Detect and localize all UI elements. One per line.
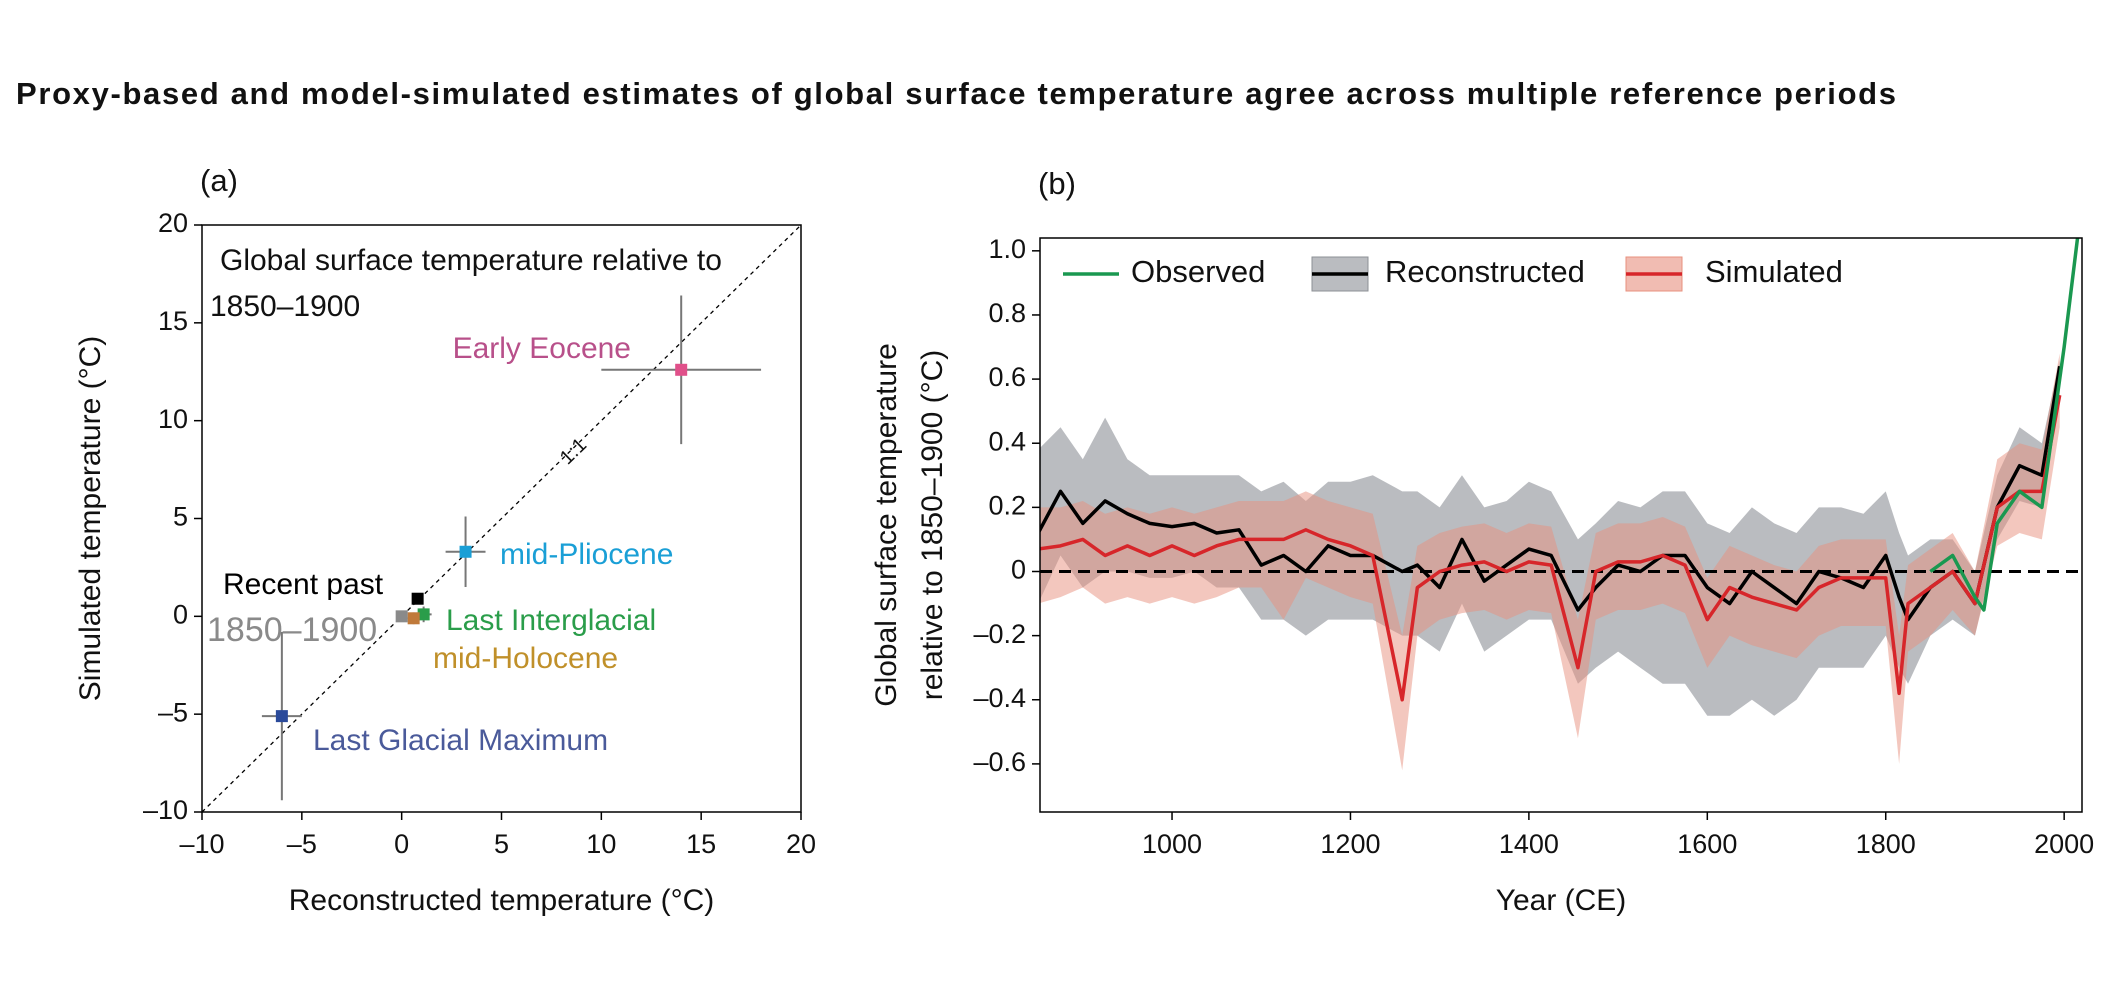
plot-area [1040,238,2082,771]
legend-label: Observed [1131,254,1265,289]
y-tick-label: 0.4 [988,426,1026,456]
y-tick-label: 0 [1011,555,1026,585]
series-line [1040,394,2062,702]
y-tick-label: –5 [158,697,188,727]
y-tick-label: 20 [158,208,188,238]
y-tick-label: 0.6 [988,362,1026,392]
x-tick-label: 1400 [1499,829,1559,859]
point-label: Last Glacial Maximum [313,724,608,757]
x-tick-label: –5 [287,829,317,859]
plot-frame [1039,237,2083,813]
series-line [1929,238,2080,612]
x-axis-label: Reconstructed temperature (°C) [289,884,715,917]
point [411,592,424,605]
y-tick-label: 0.8 [988,298,1026,328]
y-axis-label: Simulated temperature (°C) [74,336,107,701]
point [395,610,408,623]
point [407,612,420,625]
point [459,545,472,558]
y-tick-label: 10 [158,404,188,434]
series-line [1040,365,2062,622]
x-tick-label: 20 [786,829,816,859]
x-axis-label: Year (CE) [1496,884,1627,917]
y-axis-label: relative to 1850–1900 (°C) [916,350,949,701]
x-tick-label: 2000 [2034,829,2094,859]
one-to-one-label: 1:1 [556,434,591,469]
y-tick-label: 15 [158,306,188,336]
y-tick-label: –0.4 [973,683,1026,713]
x-tick-label: 15 [686,829,716,859]
point-label: Early Eocene [453,332,631,365]
point-label: Last Interglacial [446,604,656,637]
x-tick-label: –10 [179,829,224,859]
point [675,363,688,376]
x-tick-label: 5 [494,829,509,859]
y-tick-label: –0.2 [973,619,1026,649]
y-tick-label: –10 [143,795,188,825]
x-tick-label: 10 [586,829,616,859]
y-tick-label: 1.0 [988,234,1026,264]
y-tick-label: –0.6 [973,747,1026,777]
x-tick-label: 1600 [1677,829,1737,859]
annotation: Global surface temperature relative to [220,244,722,277]
x-tick-label: 1800 [1856,829,1916,859]
figure-title: Proxy-based and model-simulated estimate… [16,76,1896,111]
y-tick-label: 0.2 [988,490,1026,520]
legend-label: Reconstructed [1385,254,1585,289]
uncertainty-band [1040,353,2060,771]
annotation: 1850–1900 [210,290,360,323]
x-tick-label: 0 [394,829,409,859]
point-label: mid-Holocene [433,642,618,675]
y-tick-label: 5 [173,502,188,532]
point [417,608,430,621]
panel-label: (a) [200,163,238,198]
one-to-one-line [201,224,802,813]
x-tick-label: 1200 [1320,829,1380,859]
point-label: 1850–1900 [207,611,377,649]
point [275,710,288,723]
panel-label: (b) [1038,166,1076,201]
x-tick-label: 1000 [1142,829,1202,859]
point-label: Recent past [223,568,384,601]
y-tick-label: 0 [173,599,188,629]
y-axis-label: Global surface temperature [870,343,903,707]
legend-label: Simulated [1705,254,1843,289]
point-label: mid-Pliocene [500,538,673,571]
